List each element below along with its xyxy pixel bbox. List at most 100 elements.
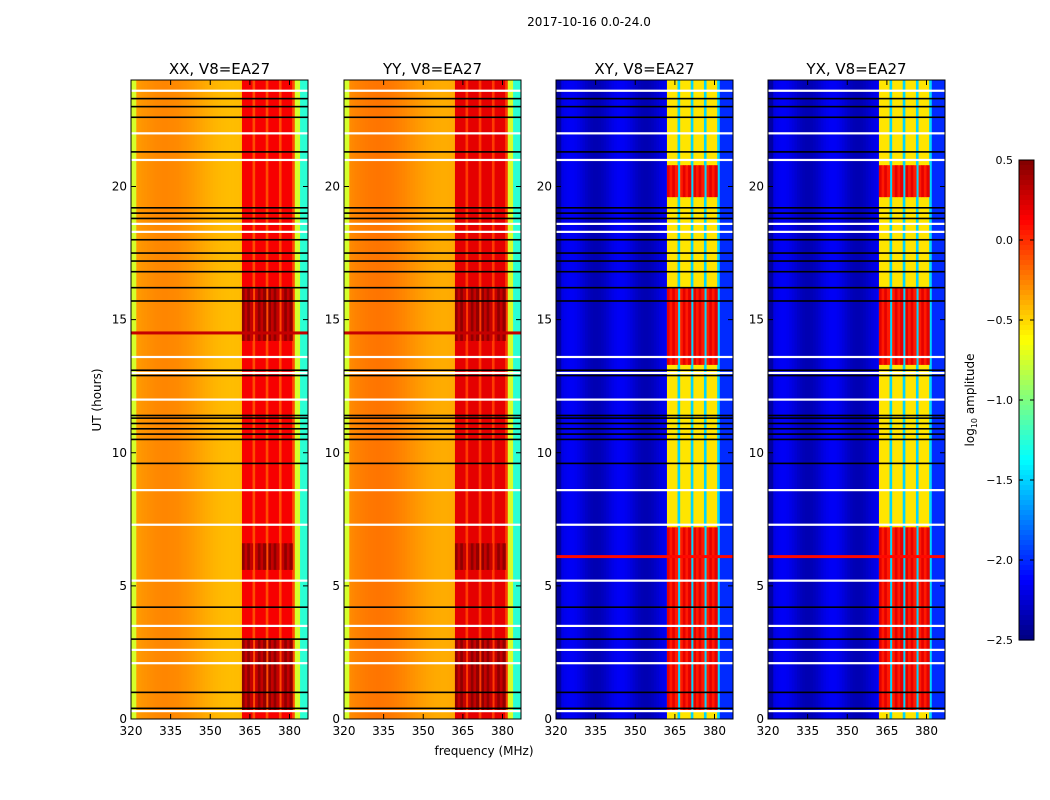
heatmap-hot-cell: [497, 639, 501, 712]
colorbar-segment: [1019, 360, 1034, 366]
flag-line: [556, 422, 733, 425]
flag-line: [768, 97, 945, 100]
colorbar: 0.5 0.0 −0.5 −1.0 −1.5 −2.0 −2.5: [986, 154, 1035, 647]
flag-line: [344, 427, 521, 430]
colorbar-segment: [1019, 525, 1034, 531]
heatmap-hot-cell: [244, 543, 248, 570]
heatmap-hot-cell: [905, 287, 909, 365]
y-tick-label: 10: [112, 446, 127, 460]
heatmap-hot-cell: [908, 165, 912, 198]
gap-line: [344, 624, 521, 628]
colorbar-segment: [1019, 295, 1034, 301]
heatmap-hot-cell: [462, 287, 467, 341]
heatmap-hot-cell: [470, 543, 475, 570]
y-tick-label: 20: [537, 180, 552, 194]
panel-yy: YY, V8=EA27 320 335 350 365 380 0 5 10 15 20: [325, 60, 522, 738]
x-tick-label: 380: [703, 724, 726, 738]
colorbar-segment: [1019, 240, 1034, 246]
heatmap-hot-cell: [881, 527, 885, 712]
flag-line: [344, 207, 521, 209]
heatmap-hot-cell: [289, 287, 293, 341]
flag-line: [768, 207, 945, 209]
heatmap-hot-cell: [263, 287, 267, 341]
colorbar-segment: [1019, 500, 1034, 506]
y-tick-label: 15: [537, 313, 552, 327]
heatmap-hot-cell: [918, 287, 922, 365]
gap-line: [556, 89, 733, 92]
flag-line: [131, 417, 308, 419]
heatmap-hot-cell: [454, 543, 459, 570]
heatmap-hot-cell: [481, 543, 485, 570]
heatmap-hot-cell: [913, 165, 917, 198]
heatmap-hot-cell: [486, 543, 490, 570]
heatmap-hot-cell: [476, 287, 480, 341]
gap-line: [768, 579, 945, 582]
heatmap-hot-cell: [255, 543, 259, 570]
flag-line: [131, 427, 308, 430]
heatmap-hot-cell: [711, 287, 716, 365]
flag-line: [131, 260, 308, 262]
y-tick-label: 0: [756, 712, 764, 726]
heatmap-hot-cell: [494, 543, 498, 570]
flag-line: [344, 417, 521, 419]
y-tick-label: 10: [537, 446, 552, 460]
heatmap-hot-cell: [276, 287, 280, 341]
flag-line: [556, 369, 733, 372]
heatmap-hot-cell: [714, 287, 718, 365]
flag-line: [131, 422, 308, 425]
flag-line: [344, 374, 521, 377]
heatmap-hot-cell: [457, 287, 461, 341]
heatmap-hot-cell: [247, 639, 251, 712]
colorbar-segment: [1019, 430, 1034, 436]
gap-line: [768, 89, 945, 92]
colorbar-segment: [1019, 345, 1034, 351]
flag-line: [344, 691, 521, 694]
colorbar-segment: [1019, 335, 1034, 341]
heatmap-hot-cell: [268, 543, 272, 570]
y-axis-label: UT (hours): [90, 368, 104, 431]
panel-yx: YX, V8=EA27 320 335 350 365 380 0 5 10 15 20: [749, 60, 946, 738]
heatmap-hot-cell: [696, 527, 700, 712]
heatmap-hot-cell: [257, 639, 262, 712]
heatmap-hot-cell: [497, 287, 501, 341]
heatmap-hot-cell: [926, 165, 930, 198]
heatmap-hot-cell: [923, 527, 928, 712]
colorbar-segment: [1019, 235, 1034, 241]
panel-title: XY, V8=EA27: [594, 60, 694, 78]
colorbar-segment: [1019, 405, 1034, 411]
gap-line: [556, 662, 733, 665]
x-tick-label: 335: [159, 724, 182, 738]
heatmap-hot-cell: [680, 287, 684, 365]
gap-line: [344, 648, 521, 651]
gap-line: [556, 222, 733, 225]
colorbar-segment: [1019, 495, 1034, 501]
colorbar-segment: [1019, 180, 1034, 186]
heatmap-hot-cell: [886, 287, 891, 365]
x-tick-label: 320: [333, 724, 356, 738]
heatmap-hot-cell: [908, 287, 912, 365]
heatmap-hot-cell: [881, 287, 885, 365]
gap-line: [344, 489, 521, 492]
heatmap-hot-cell: [706, 287, 710, 365]
colorbar-segment: [1019, 205, 1034, 211]
heatmap-hot-cell: [886, 527, 891, 712]
heatmap-hot-cell: [913, 527, 917, 712]
heatmap-hot-cell: [284, 639, 288, 712]
flag-line: [768, 151, 945, 153]
heatmap-hot-cell: [698, 287, 702, 365]
colorbar-tick-label: −2.0: [986, 554, 1013, 567]
colorbar-segment: [1019, 200, 1034, 206]
heatmap-hot-cell: [696, 287, 700, 365]
heatmap-hot-cell: [255, 639, 259, 712]
colorbar-tick-label: −2.5: [986, 634, 1013, 647]
heatmap-hot-cell: [682, 165, 687, 198]
rfi-line: [344, 331, 521, 335]
gap-line: [768, 624, 945, 628]
gap-line: [556, 398, 733, 401]
heatmap-hot-cell: [260, 639, 264, 712]
heatmap-hot-cell: [494, 287, 498, 341]
heatmap-hot-cell: [473, 639, 477, 712]
y-tick-label: 5: [544, 579, 552, 593]
heatmap-hot-cell: [502, 639, 506, 712]
